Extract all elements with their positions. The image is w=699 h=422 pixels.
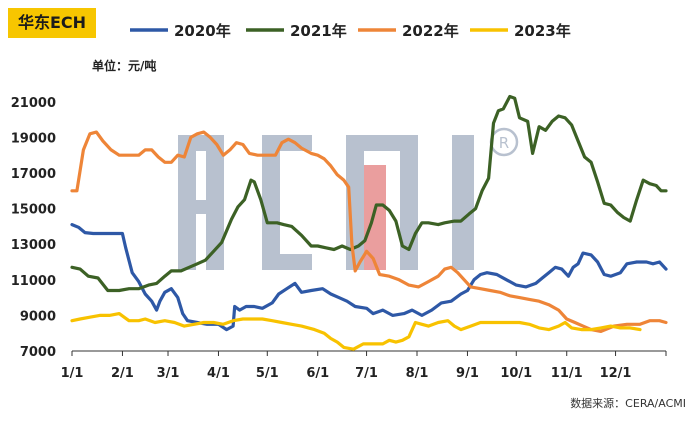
y-tick-label: 15000 [11, 203, 56, 218]
series-line-2023年 [70, 312, 642, 351]
x-tick-label: 9/1 [456, 366, 479, 381]
legend-label: 2021年 [290, 22, 347, 40]
watermark-c-bottom [262, 254, 312, 270]
x-tick-label: 4/1 [207, 366, 230, 381]
series-line-2020年 [70, 223, 668, 332]
x-tick-label: 6/1 [306, 366, 329, 381]
y-tick-label: 13000 [11, 238, 56, 253]
y-tick-label: 17000 [11, 167, 56, 182]
watermark-a-bar [178, 200, 224, 214]
legend: 2020年 2021年 2022年 2023年 [130, 22, 571, 40]
y-tick-label: 19000 [11, 131, 56, 146]
x-tick-label: 8/1 [406, 366, 429, 381]
legend-label: 2022年 [402, 22, 459, 40]
watermark-i [452, 135, 474, 270]
x-tick-label: 11/1 [551, 366, 583, 381]
y-tick-label: 11000 [11, 274, 56, 289]
watermark-registered-mark: R [499, 134, 509, 152]
y-tick-label: 7000 [20, 345, 56, 360]
legend-label: 2023年 [514, 22, 571, 40]
x-tick-label: 2/1 [111, 366, 134, 381]
source-label: 数据来源：CERA/ACMI [570, 396, 686, 410]
axes: 7000 9000 11000 13000 15000 17000 19000 21000 1/… [11, 96, 667, 381]
watermark-m-red [364, 165, 386, 270]
legend-label: 2020年 [174, 22, 231, 40]
x-tick-label: 3/1 [157, 366, 180, 381]
unit-label: 单位：元/吨 [92, 58, 156, 73]
chart-title-badge: 华东ECH [8, 8, 96, 38]
series-line-2022年 [70, 130, 668, 333]
x-tick-label: 5/1 [256, 366, 279, 381]
x-tick-label: 7/1 [355, 366, 378, 381]
x-tick-label: 1/1 [61, 366, 84, 381]
y-tick-label: 9000 [20, 309, 56, 324]
y-tick-label: 21000 [11, 96, 56, 111]
series-lines [70, 94, 668, 351]
watermark-c-left [262, 135, 280, 270]
x-tick-label: 10/1 [500, 366, 532, 381]
series-line-2021年 [70, 94, 668, 293]
x-tick-label: 12/1 [600, 366, 632, 381]
